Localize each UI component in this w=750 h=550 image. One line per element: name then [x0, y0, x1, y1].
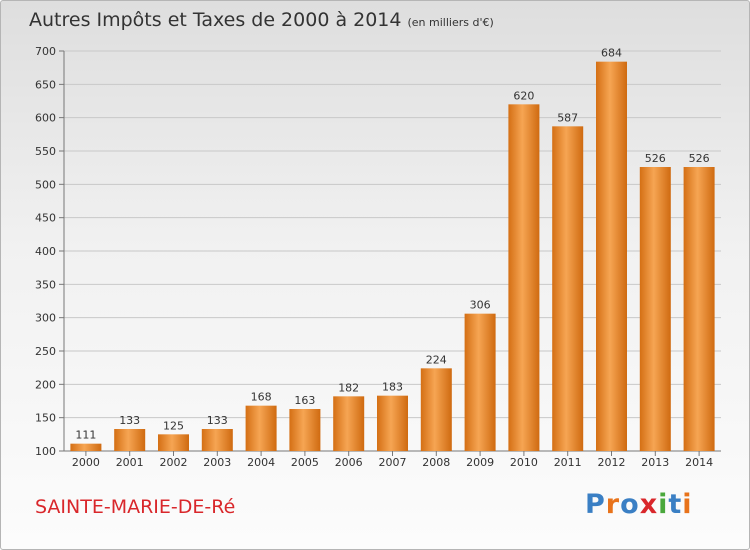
- x-tick-label: 2001: [116, 456, 144, 469]
- data-label: 133: [119, 414, 140, 427]
- unit-note: (en milliers d'€): [407, 16, 494, 29]
- y-tick-label: 500: [35, 178, 56, 191]
- data-label: 526: [645, 152, 666, 165]
- y-tick-label: 100: [35, 445, 56, 458]
- y-tick-label: 650: [35, 78, 56, 91]
- bar: [683, 167, 715, 451]
- data-label: 111: [75, 429, 96, 442]
- x-tick-label: 2003: [203, 456, 231, 469]
- data-label: 183: [382, 381, 403, 394]
- data-label: 620: [513, 89, 534, 102]
- data-label: 163: [294, 394, 315, 407]
- y-tick-label: 400: [35, 245, 56, 258]
- bar: [420, 368, 452, 451]
- y-tick-label: 300: [35, 312, 56, 325]
- x-tick-label: 2013: [641, 456, 669, 469]
- data-label: 526: [689, 152, 710, 165]
- bars: [70, 61, 715, 452]
- y-tick-label: 550: [35, 145, 56, 158]
- data-label: 182: [338, 381, 359, 394]
- logo-letter: i: [682, 489, 693, 520]
- labels: 100 150 200 250 300 350 400 450 500 550 600 650 700 1…: [35, 45, 713, 469]
- x-tick-label: 2002: [160, 456, 188, 469]
- bar: [201, 429, 233, 451]
- bar: [114, 429, 146, 451]
- x-tick-label: 2000: [72, 456, 100, 469]
- data-label: 684: [601, 47, 622, 60]
- data-label: 168: [251, 391, 272, 404]
- x-tick-label: 2009: [466, 456, 494, 469]
- logo-letter: P: [585, 489, 606, 520]
- x-tick-label: 2012: [598, 456, 626, 469]
- bar: [289, 409, 321, 451]
- chart-title: Autres Impôts et Taxes de 2000 à 2014 (en…: [29, 9, 494, 31]
- bar: [596, 61, 627, 452]
- bar: [333, 396, 365, 451]
- x-tick-label: 2005: [291, 456, 319, 469]
- y-tick-label: 200: [35, 378, 56, 391]
- logo-letter: t: [668, 489, 683, 520]
- data-label: 133: [207, 414, 228, 427]
- data-label: 125: [163, 419, 184, 432]
- x-tick-label: 2011: [554, 456, 582, 469]
- bar: [464, 313, 496, 451]
- y-tick-label: 450: [35, 212, 56, 225]
- x-tick-label: 2010: [510, 456, 538, 469]
- y-tick-label: 700: [35, 45, 56, 58]
- logo-letter: o: [620, 489, 640, 520]
- data-label: 587: [557, 111, 578, 124]
- bar: [70, 443, 102, 451]
- x-tick-label: 2014: [685, 456, 713, 469]
- bar: [508, 104, 540, 451]
- x-tick-label: 2006: [335, 456, 363, 469]
- data-label: 306: [470, 299, 491, 312]
- bar: [158, 434, 189, 451]
- logo-letter: r: [605, 489, 621, 520]
- y-tick-label: 350: [35, 278, 56, 291]
- bar: [377, 395, 408, 451]
- y-tick-label: 250: [35, 345, 56, 358]
- bar: [552, 126, 584, 451]
- y-tick-label: 600: [35, 112, 56, 125]
- logo-letter: x: [639, 489, 659, 520]
- data-label: 224: [426, 353, 447, 366]
- x-tick-label: 2004: [247, 456, 275, 469]
- x-tick-label: 2007: [379, 456, 407, 469]
- x-tick-label: 2008: [422, 456, 450, 469]
- title-text: Autres Impôts et Taxes de 2000 à 2014: [29, 9, 402, 31]
- bar: [245, 405, 277, 451]
- proxiti-logo: Proxiti: [585, 489, 693, 520]
- logo-letter: i: [658, 489, 669, 520]
- bar: [639, 167, 671, 451]
- y-tick-label: 150: [35, 412, 56, 425]
- location-name: SAINTE-MARIE-DE-Ré: [35, 496, 236, 518]
